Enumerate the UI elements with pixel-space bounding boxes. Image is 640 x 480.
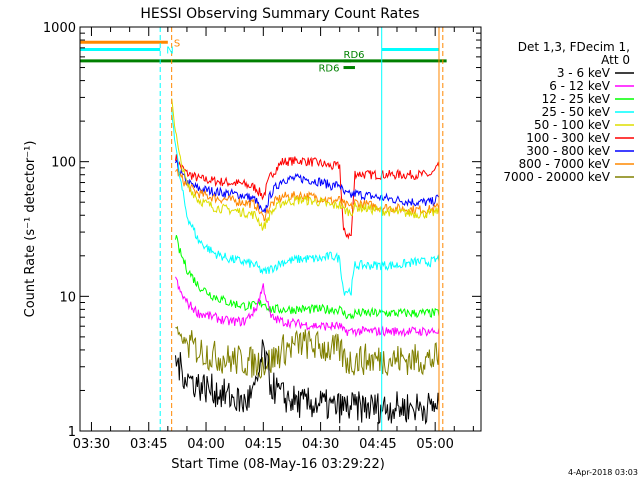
plot-frame [79,26,482,432]
series-line-5 [171,108,440,296]
x-axis-label: Start Time (08-May-16 03:29:22) [171,457,385,472]
series-line-6 [175,235,440,320]
series-line-3 [175,168,440,222]
chart-title: HESSI Observing Summary Count Rates [140,6,419,22]
flag-layer [80,40,447,70]
y-tick-label: 1000 [43,21,76,36]
x-tick-label: 03:30 [73,437,110,452]
legend-entry-label: 25 - 50 keV [542,105,611,119]
y-tick-label: 1 [68,425,76,440]
series-line-2 [175,159,440,213]
series-line-9 [175,339,440,425]
x-tick-label: 04:30 [302,437,339,452]
legend-entry-label: 800 - 7000 keV [519,157,611,171]
y-tick-label: 100 [51,156,76,171]
x-tick-label: 04:45 [359,437,396,452]
legend-entry-label: 300 - 800 keV [526,144,610,158]
legend-header-line-1: Det 1,3, FDecim 1, [518,40,630,54]
legend-entry-label: 12 - 25 keV [542,92,611,106]
x-tick-label: 04:15 [245,437,282,452]
footer-timestamp: 4-Apr-2018 03:03 [568,468,638,477]
legend-entry-label: 100 - 300 keV [526,131,610,145]
series-line-1 [175,154,440,240]
flag-label-2: N [166,46,173,57]
series-layer [171,98,440,425]
series-line-7 [175,276,440,338]
flag-label-1: S [174,38,180,49]
legend-entry-label: 7000 - 20000 keV [503,170,610,184]
x-tick-label: 05:00 [416,437,453,452]
legend-entry-label: 3 - 6 keV [557,66,611,80]
x-tick-label: 04:00 [187,437,224,452]
legend-entry-label: 50 - 100 keV [534,118,611,132]
legend-header-line-2: Att 0 [601,53,630,67]
y-axis-label: Count Rate (s⁻¹ detector⁻¹) [23,141,38,318]
x-tick-label: 03:45 [130,437,167,452]
series-line-8 [175,325,440,379]
axis-layer: 1 10 100 1000 03:30 03:45 04:00 04:15 04:30 04:45… [43,21,481,452]
flag-label-5: RD6 [318,64,339,75]
legend-entry-label: 6 - 12 keV [549,79,611,93]
series-line-4 [171,98,440,231]
flag-label-6: RD6 [344,50,365,61]
y-tick-label: 10 [59,290,76,305]
